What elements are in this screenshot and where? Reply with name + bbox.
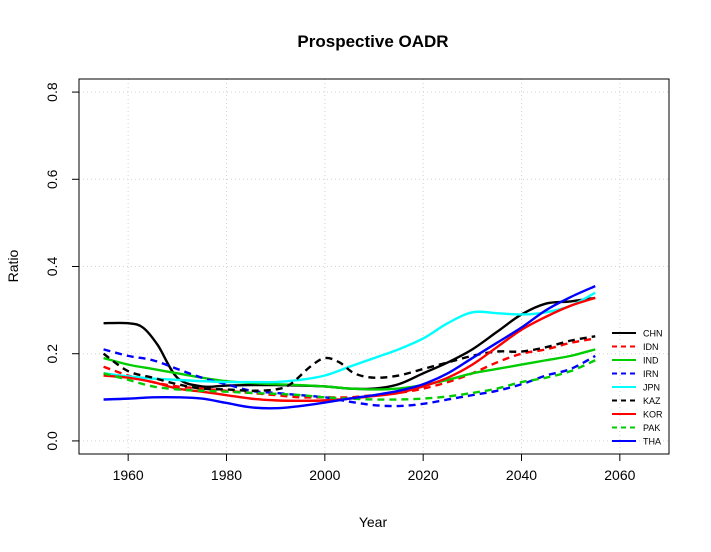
legend-label-jpn: JPN bbox=[643, 382, 660, 392]
series-line-pak bbox=[103, 359, 596, 401]
series-line-kaz bbox=[102, 335, 596, 392]
x-tick-label: 2020 bbox=[408, 467, 439, 483]
legend-label-chn: CHN bbox=[643, 328, 663, 338]
series-line-idn bbox=[103, 337, 596, 399]
series-line-tha bbox=[103, 285, 596, 410]
series-line-irn bbox=[103, 348, 596, 408]
legend-label-pak: PAK bbox=[643, 423, 660, 433]
series-line-jpn bbox=[103, 291, 596, 384]
x-tick-label: 1980 bbox=[211, 467, 242, 483]
legend-label-kaz: KAZ bbox=[643, 396, 661, 406]
x-tick-label: 1960 bbox=[113, 467, 144, 483]
legend: CHN IDN IND IRN JPN KAZ KOR PAK THA bbox=[612, 328, 663, 446]
x-tick-label: 2000 bbox=[309, 467, 340, 483]
series-line-ind bbox=[103, 348, 596, 391]
legend-label-kor: KOR bbox=[643, 409, 663, 419]
y-tick-label: 0.6 bbox=[44, 169, 60, 189]
x-tick-label: 2040 bbox=[506, 467, 537, 483]
legend-label-ind: IND bbox=[643, 355, 659, 365]
y-tick-label: 0.4 bbox=[44, 257, 60, 277]
y-tick-label: 0.0 bbox=[44, 431, 60, 451]
chart-title: Prospective OADR bbox=[297, 32, 448, 51]
y-tick-label: 0.2 bbox=[44, 344, 60, 364]
x-tick-label: 2060 bbox=[604, 467, 635, 483]
y-tick-label: 0.8 bbox=[44, 82, 60, 102]
series-layer bbox=[102, 285, 596, 410]
legend-label-idn: IDN bbox=[643, 342, 659, 352]
axes: 1960 1980 2000 2020 2040 2060 0.0 0.2 0.4 0.6 0.8 bbox=[44, 78, 670, 483]
legend-label-tha: THA bbox=[643, 436, 661, 446]
x-axis-label: Year bbox=[359, 514, 388, 530]
legend-label-irn: IRN bbox=[643, 369, 659, 379]
y-axis-label: Ratio bbox=[5, 249, 21, 282]
